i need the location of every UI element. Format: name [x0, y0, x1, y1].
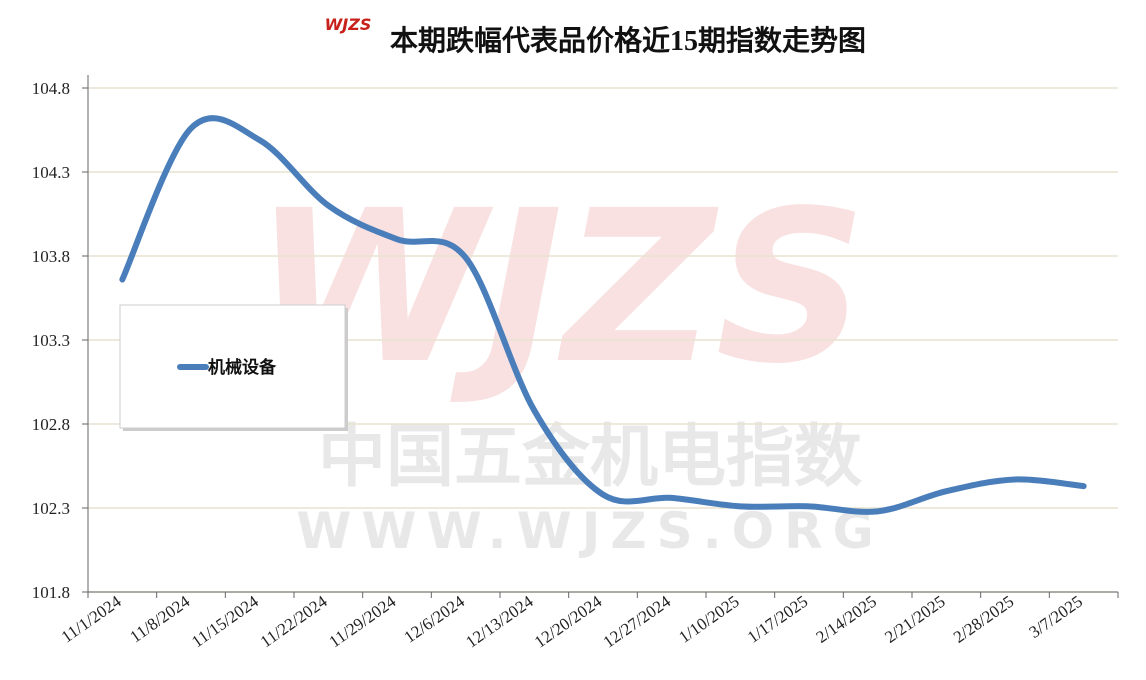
watermark-logo: WJZS [253, 165, 866, 410]
logo: WJZS [325, 15, 372, 34]
y-tick-label: 102.8 [32, 415, 70, 434]
x-tick-label: 1/17/2025 [744, 592, 811, 647]
x-tick-label: 2/28/2025 [950, 592, 1017, 647]
x-tick-label: 12/27/2024 [600, 591, 675, 651]
x-tick-label: 11/22/2024 [257, 591, 331, 651]
y-tick-label: 101.8 [32, 583, 70, 602]
y-tick-label: 103.8 [32, 247, 70, 266]
legend-label: 机械设备 [208, 357, 277, 377]
series-line [119, 115, 1087, 515]
legend: 机械设备 [119, 304, 348, 431]
x-tick-label: 3/7/2025 [1026, 592, 1086, 642]
x-tick-label: 12/20/2024 [531, 591, 606, 651]
watermark: WJZS 中国五金机电指数 WWW.WJZS.ORG [253, 165, 883, 560]
legend-box [119, 304, 346, 429]
watermark-url: WWW.WJZS.ORG [296, 502, 883, 560]
x-tick-label: 1/10/2025 [675, 592, 742, 647]
x-tick-label: 11/29/2024 [325, 591, 399, 651]
y-tick-label: 104.3 [32, 163, 70, 182]
x-tick-label: 12/6/2024 [401, 591, 469, 646]
x-tick-label: 2/21/2025 [881, 592, 948, 647]
y-tick-label: 103.3 [32, 331, 70, 350]
x-tick-label: 11/8/2024 [126, 591, 193, 646]
x-tick-label: 2/14/2025 [813, 592, 880, 647]
y-tick-label: 104.8 [32, 79, 70, 98]
chart-title: 本期跌幅代表品价格近15期指数走势图 [390, 25, 866, 57]
x-tick-label: 12/13/2024 [462, 591, 537, 651]
x-tick-label: 11/15/2024 [188, 591, 262, 651]
y-tick-label: 102.3 [32, 499, 70, 518]
